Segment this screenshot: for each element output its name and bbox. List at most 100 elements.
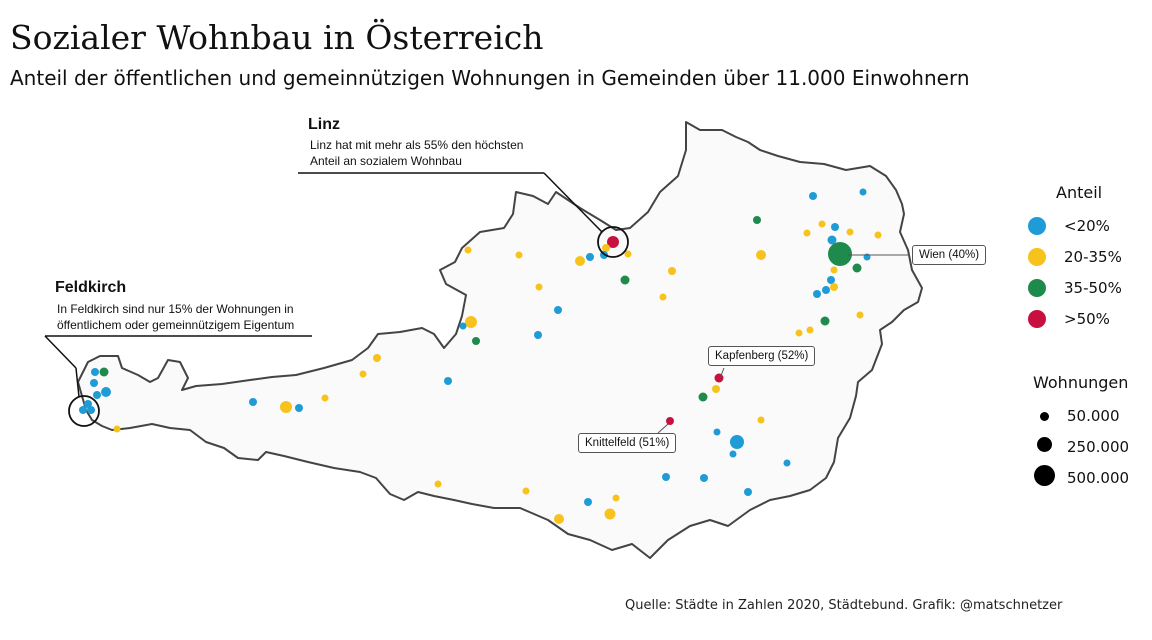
city-dot [321, 394, 329, 402]
city-dot [809, 192, 817, 200]
city-dot [84, 400, 92, 408]
city-dot [464, 246, 472, 254]
city-dot [91, 368, 99, 376]
city-dot [852, 263, 862, 273]
legend-share-title: Anteil [1056, 183, 1103, 202]
linz-text-line2: Anteil an sozialem Wohnbau [310, 154, 462, 168]
legend-size-item: 250.000 [1033, 431, 1129, 462]
legend-share-label: >50% [1064, 309, 1110, 328]
city-dot [373, 354, 381, 362]
city-dot [783, 459, 791, 467]
city-dot [700, 474, 708, 482]
city-dot [90, 379, 98, 387]
city-dot [846, 228, 854, 236]
city-dot [874, 231, 882, 239]
legend-share-item: <20% [1028, 210, 1122, 241]
city-dot [249, 398, 257, 406]
city-dot [828, 242, 852, 266]
city-dot [612, 494, 620, 502]
city-dot [822, 286, 830, 294]
city-dot [813, 290, 821, 298]
legend-share-label: 35-50% [1064, 278, 1122, 297]
city-dot [830, 283, 838, 291]
legend-size-label: 250.000 [1067, 437, 1130, 456]
city-dot [79, 406, 87, 414]
city-dot [856, 311, 864, 319]
city-dot [472, 337, 480, 345]
city-dot [99, 367, 109, 377]
city-dot [806, 326, 814, 334]
legend-size-circle [1033, 465, 1055, 486]
city-dot [534, 331, 542, 339]
city-dot [830, 266, 838, 274]
legend-size-item: 500.000 [1033, 462, 1129, 493]
feldkirch-text-line2: öffentlichem oder gemeinnützigem Eigentu… [57, 318, 295, 332]
city-dot [666, 417, 674, 425]
map-title: Sozialer Wohnbau in Österreich [10, 18, 544, 57]
city-dot [714, 373, 724, 383]
legend-share-label: 20-35% [1064, 247, 1122, 266]
source-note: Quelle: Städte in Zahlen 2020, Städtebun… [625, 598, 1063, 613]
city-dot [820, 316, 830, 326]
legend-share-item: 35-50% [1028, 272, 1122, 303]
city-dot [444, 377, 452, 385]
city-dot [434, 480, 442, 488]
legend-size: Wohnungen 50.000 250.000 500.000 [1033, 373, 1129, 493]
linz-text-line1: Linz hat mit mehr als 55% den höchsten [310, 138, 524, 152]
city-dot [113, 425, 121, 433]
city-dot [535, 283, 543, 291]
city-dot [101, 387, 111, 397]
city-dot [712, 385, 720, 393]
legend-size-label: 500.000 [1067, 468, 1130, 487]
city-dot [93, 391, 101, 399]
city-dot [607, 236, 619, 248]
city-dot [87, 406, 95, 414]
linz-text: Linz hat mit mehr als 55% den höchsten A… [310, 137, 523, 169]
city-dot [554, 514, 564, 524]
legend-swatch [1028, 216, 1046, 235]
city-dot [698, 392, 708, 402]
city-dot [604, 508, 616, 520]
city-dot [730, 435, 744, 449]
map-subtitle: Anteil der öffentlichen und gemeinnützig… [10, 66, 970, 90]
city-dot [756, 250, 766, 260]
city-dot [515, 251, 523, 259]
legend-size-item: 50.000 [1033, 400, 1129, 431]
city-dot [522, 487, 530, 495]
feldkirch-heading: Feldkirch [55, 279, 127, 296]
legend-swatch [1028, 309, 1046, 328]
legend-swatch [1028, 247, 1046, 266]
feldkirch-text-line1: In Feldkirch sind nur 15% der Wohnungen … [57, 302, 294, 316]
legend-size-circle [1036, 437, 1052, 452]
city-dot [620, 275, 630, 285]
city-dot [729, 450, 737, 458]
legend-share-item: >50% [1028, 303, 1122, 334]
city-dot [584, 498, 592, 506]
city-dot [624, 250, 632, 258]
city-dot [659, 293, 667, 301]
city-dot [818, 220, 826, 228]
city-dot [713, 428, 721, 436]
city-dot [575, 256, 585, 266]
city-dot [280, 401, 292, 413]
label-knittelfeld: Knittelfeld (51%) [578, 433, 677, 453]
city-dot [602, 244, 610, 252]
legend-share-item: 20-35% [1028, 241, 1122, 272]
legend-share: Anteil <20% 20-35% 35-50% >50% [1028, 183, 1122, 334]
city-dot [827, 235, 837, 245]
legend-share-label: <20% [1064, 216, 1110, 235]
legend-size-label: 50.000 [1067, 406, 1120, 425]
city-dot [827, 276, 835, 284]
city-dot [795, 329, 803, 337]
city-dot [757, 416, 765, 424]
city-dot [586, 253, 594, 261]
city-dot [831, 223, 839, 231]
city-dot [753, 216, 761, 224]
city-dot [554, 306, 562, 314]
label-kapfenberg: Kapfenberg (52%) [708, 346, 816, 366]
label-wien: Wien (40%) [912, 245, 987, 265]
city-dot [459, 322, 467, 330]
feldkirch-text: In Feldkirch sind nur 15% der Wohnungen … [57, 301, 294, 333]
city-dot [359, 370, 367, 378]
